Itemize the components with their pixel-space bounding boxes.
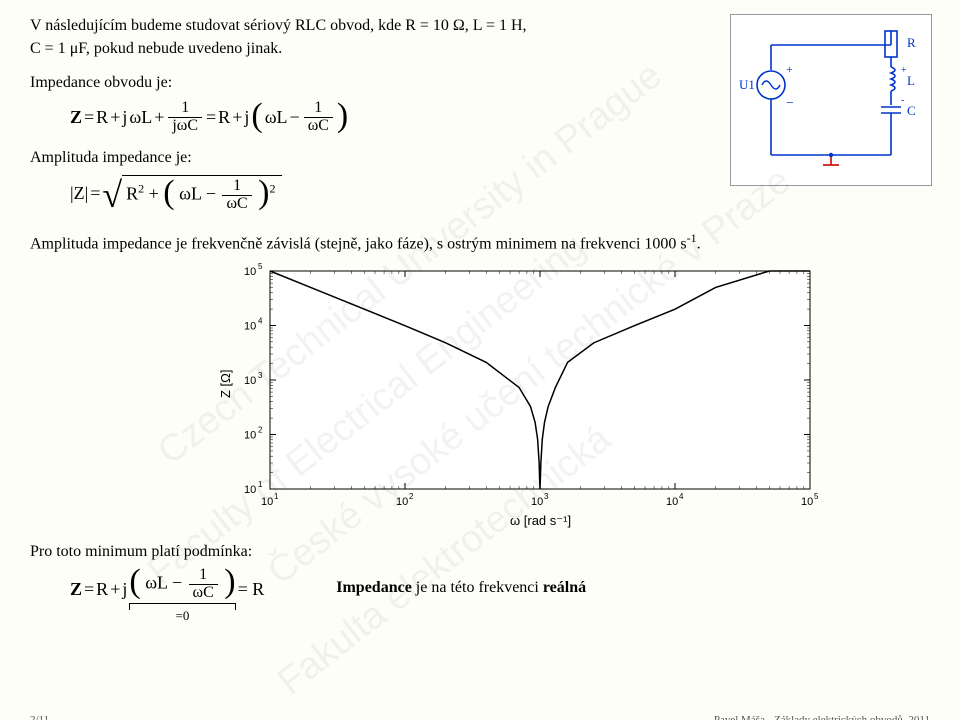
svg-text:10: 10 <box>244 320 256 332</box>
intro-line2: C = 1 μF, pokud nebude uvedeno jinak. <box>30 40 282 57</box>
svg-text:3: 3 <box>544 492 549 501</box>
intro-line1: V následujícím budeme studovat sériový R… <box>30 17 527 34</box>
underbrace-zero: ( ωL − 1 ωC ) =0 <box>129 567 235 625</box>
frac-1-over-wc: 1 ωC <box>304 100 333 135</box>
svg-text:R: R <box>907 35 916 50</box>
svg-text:10: 10 <box>244 484 256 496</box>
freq-dep-text: Amplituda impedance je frekvenčně závisl… <box>30 231 930 253</box>
svg-text:10: 10 <box>531 496 543 508</box>
svg-text:1: 1 <box>274 492 279 501</box>
svg-text:-: - <box>901 95 904 106</box>
svg-text:10: 10 <box>801 496 813 508</box>
svg-text:3: 3 <box>258 371 263 380</box>
svg-text:2: 2 <box>409 492 414 501</box>
svg-text:5: 5 <box>258 262 263 271</box>
svg-text:10: 10 <box>396 496 408 508</box>
svg-text:1: 1 <box>258 480 263 489</box>
svg-text:10: 10 <box>666 496 678 508</box>
svg-text:10: 10 <box>244 266 256 278</box>
svg-text:4: 4 <box>679 492 684 501</box>
min-condition-label: Pro toto minimum platí podmínka: <box>30 543 930 561</box>
impedance-chart: 101102103104105101102103104105ω [rad s⁻¹… <box>215 261 825 531</box>
svg-text:+: + <box>786 62 793 76</box>
svg-text:2: 2 <box>258 425 263 434</box>
frac-1-over-jwc: 1 jωC <box>168 100 202 135</box>
formula-min: Z = R + j ( ωL − 1 ωC ) =0 = R Impedance… <box>70 567 930 625</box>
svg-text:L: L <box>907 73 915 88</box>
svg-text:ω [rad s⁻¹]: ω [rad s⁻¹] <box>510 513 571 528</box>
svg-text:10: 10 <box>261 496 273 508</box>
sqrt: √ R2 + ( ωL − 1 ωC )2 <box>102 175 281 213</box>
svg-text:−: − <box>786 96 794 111</box>
real-text: Impedance je na této frekvenci reálná <box>336 579 586 597</box>
svg-text:10: 10 <box>244 375 256 387</box>
svg-text:U1: U1 <box>739 77 755 92</box>
footer-author: Pavel Máša - Základy elektrických obvodů… <box>714 714 930 720</box>
circuit-diagram: +−U1R+L-C <box>730 14 932 186</box>
svg-text:4: 4 <box>258 316 263 325</box>
svg-text:Z [Ω]: Z [Ω] <box>218 369 233 398</box>
svg-text:10: 10 <box>244 429 256 441</box>
svg-text:C: C <box>907 103 916 118</box>
page-number: 2/11 <box>30 714 49 720</box>
svg-text:5: 5 <box>814 492 819 501</box>
